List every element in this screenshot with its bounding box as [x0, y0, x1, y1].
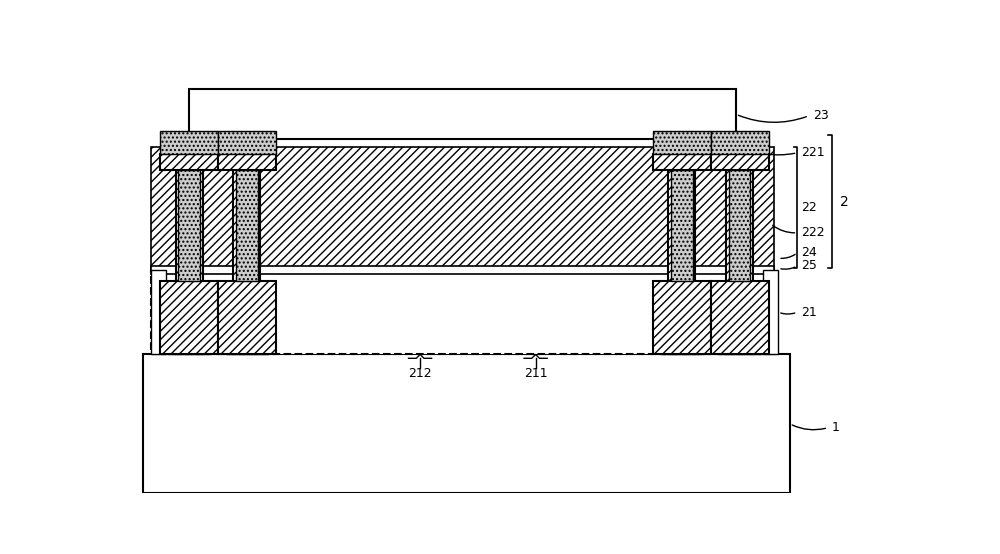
Bar	[160, 281, 218, 355]
Bar	[729, 170, 750, 281]
Text: 211: 211	[524, 367, 547, 380]
Bar	[711, 281, 769, 355]
Text: 212: 212	[408, 367, 432, 380]
Bar	[718, 281, 761, 355]
Bar	[726, 154, 753, 355]
Bar	[160, 131, 218, 154]
Bar	[176, 154, 203, 355]
Bar	[168, 281, 210, 355]
Text: 23: 23	[813, 109, 829, 122]
Bar	[653, 154, 711, 170]
Text: 25: 25	[801, 259, 817, 273]
Bar	[653, 281, 711, 355]
Bar	[671, 170, 693, 281]
Bar	[151, 147, 774, 270]
Bar	[661, 281, 703, 355]
Bar	[218, 154, 276, 170]
Text: 221: 221	[801, 146, 825, 159]
Text: 22: 22	[801, 201, 817, 214]
Text: 21: 21	[801, 306, 817, 319]
Text: 222: 222	[801, 226, 825, 239]
Bar	[653, 131, 711, 154]
Bar	[218, 281, 276, 355]
Bar	[178, 170, 200, 281]
Bar	[189, 89, 736, 139]
Text: 24: 24	[801, 247, 817, 259]
Bar	[151, 266, 774, 274]
Bar	[151, 270, 774, 355]
Text: 2: 2	[840, 195, 849, 209]
Bar	[226, 281, 268, 355]
Bar	[151, 270, 166, 355]
Bar	[236, 170, 258, 281]
Bar	[160, 154, 218, 170]
Bar	[233, 154, 260, 355]
Bar	[763, 270, 778, 355]
Bar	[711, 154, 769, 170]
Bar	[668, 154, 695, 355]
Bar	[711, 131, 769, 154]
Bar	[218, 131, 276, 154]
Bar	[143, 355, 790, 493]
Text: 1: 1	[832, 421, 840, 434]
